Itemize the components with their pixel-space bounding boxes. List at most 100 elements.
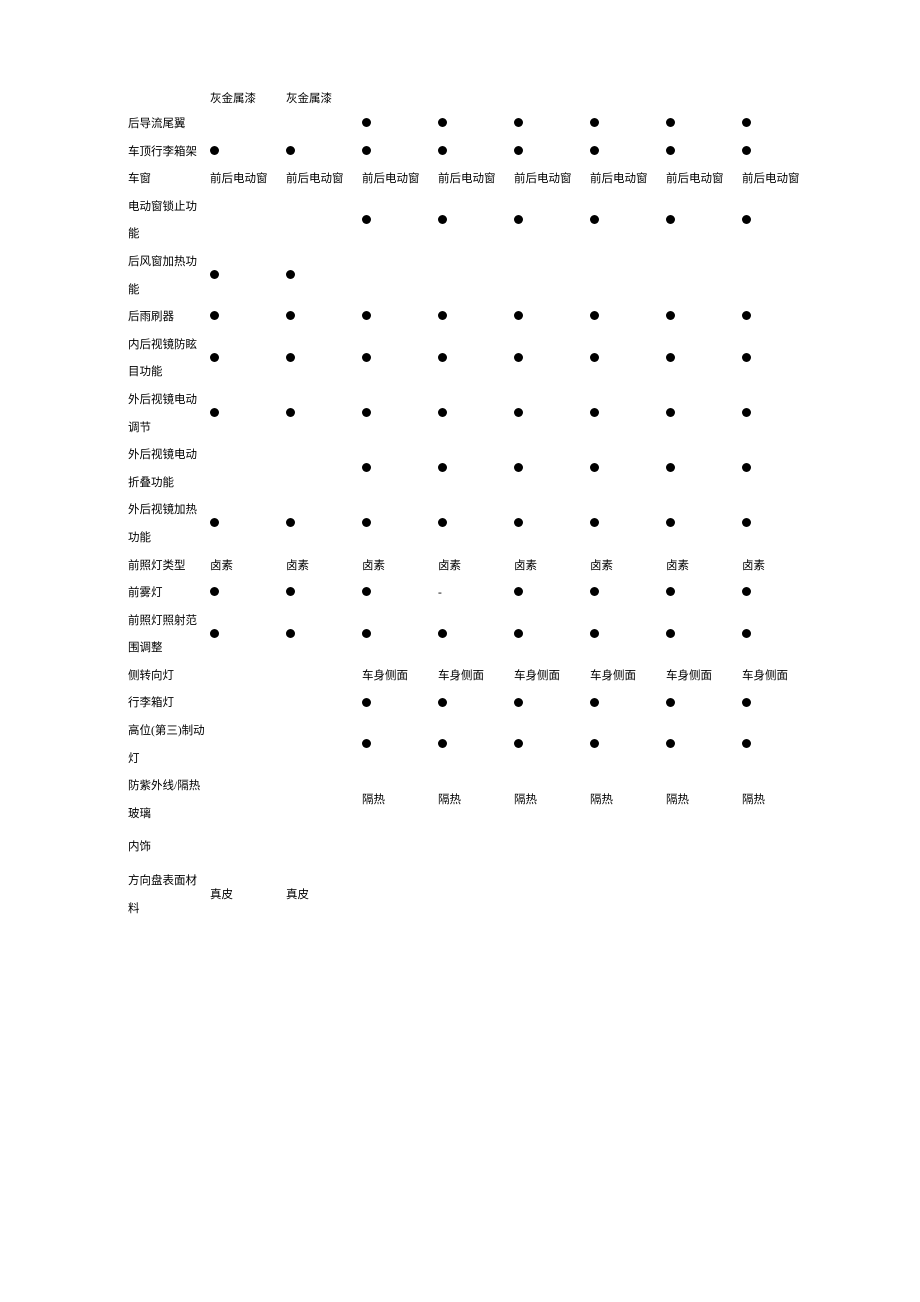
dot-icon [438,146,447,155]
spec-cell [742,442,818,497]
table-row: 前雾灯- [128,580,818,608]
dot-icon [590,215,599,224]
dot-icon [286,587,295,596]
spec-cell-text: 车身侧面 [514,670,560,682]
dot-icon [362,518,371,527]
spec-cell-text: 卤素 [362,560,385,572]
dot-icon [514,311,523,320]
spec-cell [210,608,286,663]
spec-cell [742,690,818,718]
dot-icon [742,311,751,320]
spec-cell: 前后电动窗 [362,166,438,194]
table-row: 后风窗加热功能 [128,249,818,304]
dot-icon [514,587,523,596]
spec-cell [286,442,362,497]
spec-cell: 卤素 [666,553,742,581]
spec-cell [514,718,590,773]
spec-cell: 前后电动窗 [438,166,514,194]
dot-icon [362,353,371,362]
table-row: 内后视镜防眩目功能 [128,332,818,387]
spec-cell [438,139,514,167]
spec-cell [666,497,742,552]
spec-cell [286,111,362,139]
spec-cell: 卤素 [286,553,362,581]
spec-cell: 车身侧面 [514,663,590,691]
spec-cell-text: 灰金属漆 [210,93,256,105]
dot-icon [590,463,599,472]
spec-cell: 车身侧面 [666,663,742,691]
spec-cell [286,663,362,691]
spec-cell [210,194,286,249]
dot-icon [514,518,523,527]
spec-cell [362,304,438,332]
dot-icon [286,146,295,155]
row-label: 内饰 [128,828,210,868]
dot-icon [362,408,371,417]
table-row: 前照灯类型卤素卤素卤素卤素卤素卤素卤素卤素 [128,553,818,581]
spec-cell: 隔热 [666,773,742,828]
spec-cell [362,88,438,111]
spec-cell [590,718,666,773]
spec-cell [210,249,286,304]
spec-cell: 真皮 [210,868,286,923]
spec-cell [438,497,514,552]
spec-cell-text: 隔热 [438,794,461,806]
spec-table: 灰金属漆灰金属漆后导流尾翼车顶行李箱架车窗前后电动窗前后电动窗前后电动窗前后电动… [128,88,818,923]
spec-cell: 卤素 [514,553,590,581]
spec-cell [590,497,666,552]
dot-icon [210,353,219,362]
dot-icon [742,408,751,417]
dot-icon [666,146,675,155]
spec-cell: 隔热 [742,773,818,828]
spec-cell [514,387,590,442]
spec-cell [742,139,818,167]
spec-cell [286,139,362,167]
dot-icon [210,629,219,638]
table-row: 行李箱灯 [128,690,818,718]
spec-cell [666,868,742,923]
spec-cell-text: 前后电动窗 [362,173,420,185]
spec-cell [514,828,590,868]
spec-cell: 车身侧面 [438,663,514,691]
dot-icon [590,698,599,707]
spec-cell [590,139,666,167]
spec-cell [666,139,742,167]
dot-icon [590,629,599,638]
spec-cell [210,139,286,167]
dot-icon [210,311,219,320]
spec-cell [514,690,590,718]
spec-cell [742,868,818,923]
spec-cell [438,718,514,773]
dot-icon [210,270,219,279]
spec-cell: 前后电动窗 [590,166,666,194]
dot-icon [438,353,447,362]
spec-cell: 隔热 [438,773,514,828]
spec-cell: 前后电动窗 [514,166,590,194]
spec-cell [514,580,590,608]
dot-icon [362,463,371,472]
spec-cell [742,608,818,663]
spec-cell [514,332,590,387]
spec-cell [666,442,742,497]
row-label: 方向盘表面材料 [128,868,210,923]
spec-cell [666,194,742,249]
dot-icon [742,353,751,362]
dot-icon [514,463,523,472]
table-row: 外后视镜电动调节 [128,387,818,442]
row-label: 行李箱灯 [128,690,210,718]
spec-cell [590,332,666,387]
spec-cell-text: 车身侧面 [590,670,636,682]
spec-cell [666,387,742,442]
dot-icon [286,518,295,527]
row-label: 内后视镜防眩目功能 [128,332,210,387]
spec-cell-text: 前后电动窗 [210,173,268,185]
table-row: 灰金属漆灰金属漆 [128,88,818,111]
dot-icon [438,698,447,707]
spec-cell [666,828,742,868]
dot-icon [590,739,599,748]
row-label: 后雨刷器 [128,304,210,332]
dot-icon [514,353,523,362]
spec-cell: 隔热 [590,773,666,828]
spec-cell [590,249,666,304]
dot-icon [362,311,371,320]
